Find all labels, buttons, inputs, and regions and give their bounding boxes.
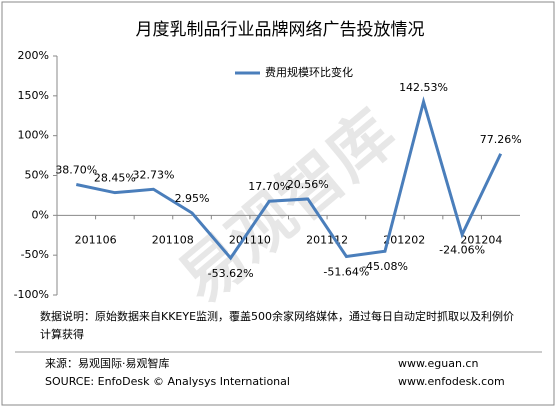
y-tick-label: -100% bbox=[14, 288, 49, 301]
data-label: 28.45% bbox=[94, 172, 136, 185]
data-label: 142.53% bbox=[399, 81, 448, 94]
data-label: -51.64% bbox=[323, 265, 369, 278]
data-label: 77.26% bbox=[480, 133, 522, 146]
y-tick-label: 150% bbox=[18, 89, 49, 102]
url: www.eguan.cn bbox=[398, 357, 478, 370]
y-tick-label: 200% bbox=[18, 49, 49, 62]
y-tick-label: -50% bbox=[21, 248, 49, 261]
legend-label: 费用规模环比变化 bbox=[265, 65, 353, 79]
x-tick-label: 201202 bbox=[383, 233, 425, 246]
chart-title: 月度乳制品行业品牌网络广告投放情况 bbox=[136, 20, 425, 40]
data-label: -24.06% bbox=[439, 244, 485, 257]
data-label: 32.73% bbox=[132, 168, 174, 181]
data-label: 20.56% bbox=[287, 178, 329, 191]
data-label: -45.08% bbox=[362, 260, 408, 273]
y-tick-label: 50% bbox=[25, 169, 49, 182]
data-label: 17.70% bbox=[248, 180, 290, 193]
note: 数据说明：原始数据来自KKEYE监测，覆盖500余家网络媒体，通过每日自动定时抓… bbox=[40, 310, 515, 341]
x-tick-label: 201110 bbox=[229, 233, 271, 246]
x-tick-label: 201204 bbox=[460, 233, 502, 246]
y-tick-label: 0% bbox=[32, 208, 49, 221]
data-label: 2.95% bbox=[175, 192, 210, 205]
x-tick-label: 201112 bbox=[306, 233, 348, 246]
line bbox=[75, 96, 503, 261]
x-tick-label: 201106 bbox=[75, 233, 117, 246]
source-en: SOURCE: EnfoDesk © Analysys Internationa… bbox=[45, 375, 290, 388]
data-label: 38.70% bbox=[55, 164, 97, 177]
data-label: -53.62% bbox=[208, 267, 254, 280]
url: www.enfodesk.com bbox=[398, 375, 505, 388]
source-cn: 来源：易观国际·易观智库 bbox=[45, 356, 170, 370]
x-tick-label: 201108 bbox=[152, 233, 194, 246]
y-tick-label: 100% bbox=[18, 129, 49, 142]
